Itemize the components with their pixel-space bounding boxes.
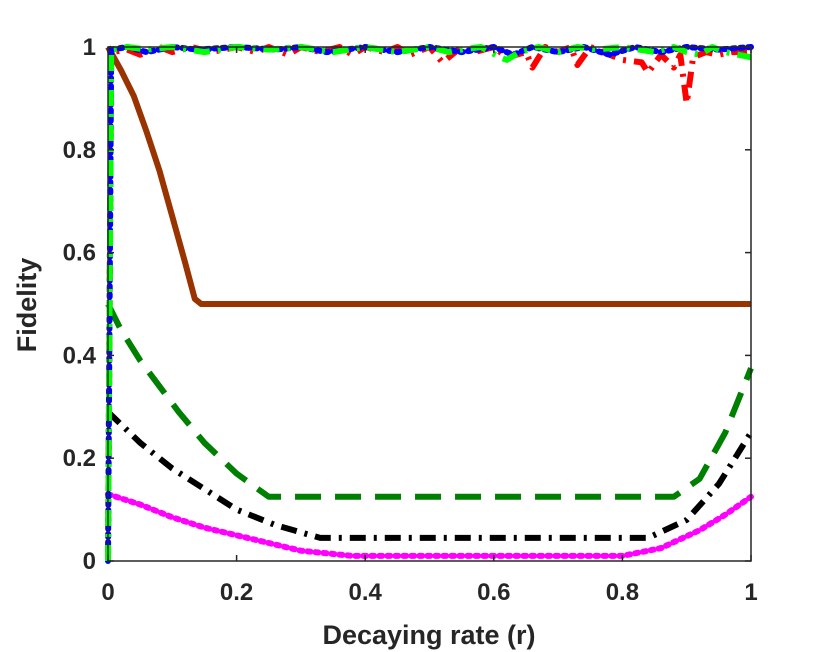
series-line-1 (105, 45, 751, 307)
series-line-4 (105, 491, 754, 559)
y-tick-label: 0.6 (63, 240, 96, 267)
x-tick-label: 0.6 (477, 579, 510, 606)
ticks-layer: 0 0.2 0.4 0.6 0.8 1 0 0.2 0.4 0.6 0.8 1 (63, 34, 758, 606)
series-line-3 (105, 409, 754, 541)
x-tick-label: 0 (101, 579, 114, 606)
x-axis-label: Decaying rate (r) (322, 620, 535, 650)
series-line-2 (105, 302, 754, 500)
x-tick-label: 0.4 (349, 579, 383, 606)
y-tick-label: 1 (83, 34, 96, 61)
axes-box (107, 46, 752, 562)
y-tick-label: 0.4 (63, 342, 97, 369)
y-tick-label: 0 (83, 548, 96, 575)
x-tick-label: 0.8 (606, 579, 639, 606)
y-axis-label: Fidelity (12, 258, 42, 353)
y-tick-label: 0.8 (63, 137, 96, 164)
axes-layer (107, 46, 752, 562)
y-tick-label: 0.2 (63, 445, 96, 472)
x-tick-label: 1 (744, 579, 757, 606)
x-tick-label: 0.2 (220, 579, 253, 606)
